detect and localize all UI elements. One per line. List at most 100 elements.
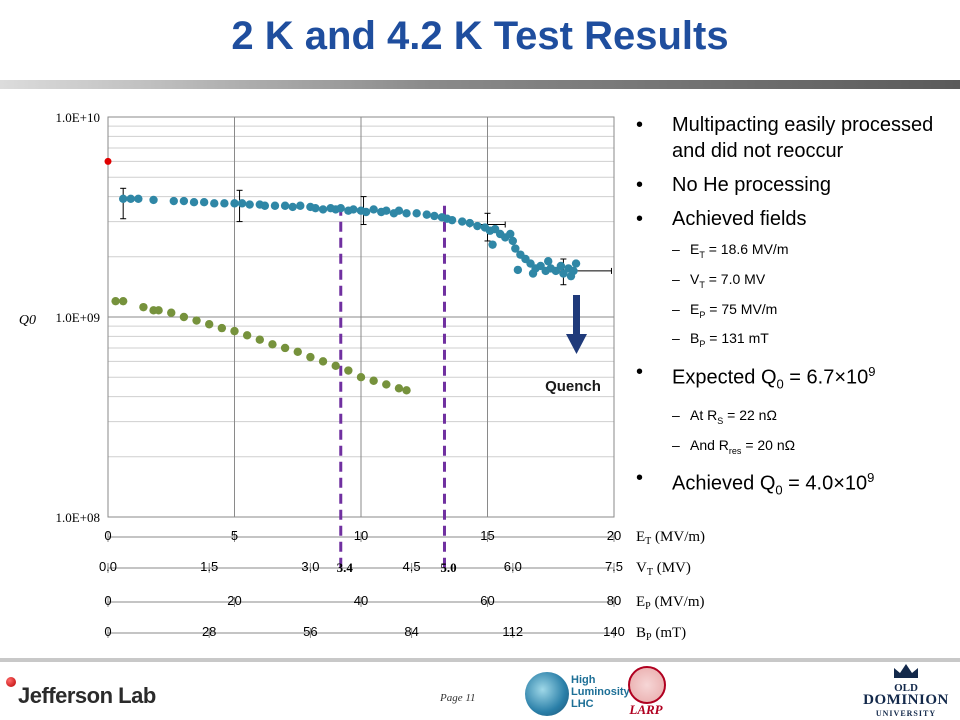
data-point-2k [508, 236, 517, 246]
data-point-2k [488, 240, 497, 249]
bullet-list: Multipacting easily processed and did no… [634, 112, 954, 512]
data-point-2k [311, 203, 320, 213]
axis-bp-label: BP (mT) [636, 625, 686, 643]
marker-value-label: 3.4 [337, 560, 354, 575]
axis-vt-tick-label: 0.0 [99, 559, 117, 574]
axis-bp-tick-label: 140 [603, 624, 625, 639]
data-point-2k [458, 217, 467, 226]
sub-rs: At RS = 22 nΩ [634, 406, 954, 430]
bullet-achieved-fields: Achieved fields [634, 206, 954, 232]
data-point-4-2k [344, 366, 353, 375]
marker-value-label: 5.0 [440, 560, 456, 575]
page-number: Page 11 [440, 692, 476, 704]
data-point-2k [513, 265, 523, 275]
data-point-2k [179, 196, 189, 206]
slide-title: 2 K and 4.2 K Test Results [231, 14, 729, 58]
axis-bp-tick-label: 28 [202, 624, 216, 639]
data-point-2k [528, 269, 538, 278]
data-point-2k [134, 194, 143, 203]
sub-bp: BP = 131 mT [634, 329, 954, 353]
axis-et-label: ET (MV/m) [636, 529, 705, 547]
axis-bp-tick-label: 0 [104, 624, 111, 639]
crown-icon [894, 664, 918, 678]
axis-vt-tick-label: 4.5 [403, 559, 421, 574]
data-point-2k [430, 211, 439, 221]
data-point-2k [422, 210, 431, 219]
hl-lhc-globe-icon [525, 672, 569, 716]
data-point-2k [571, 259, 581, 268]
data-point-4-2k [293, 347, 302, 356]
data-point-4-2k [331, 361, 340, 371]
axis-et-tick-label: 0 [104, 528, 111, 543]
data-point-2k [169, 196, 178, 206]
y-tick-label: 1.0E+09 [55, 310, 100, 325]
sub-ep: EP = 75 MV/m [634, 300, 954, 324]
axis-bp-tick-label: 112 [502, 624, 523, 639]
axis-ep-tick-label: 60 [480, 593, 494, 608]
quench-arrow-head [566, 334, 587, 354]
data-point-4-2k [242, 331, 252, 340]
data-point-2k [288, 202, 297, 212]
bullet-multipacting: Multipacting easily processed and did no… [634, 112, 954, 164]
axis-vt-tick-label: 1.5 [200, 559, 218, 574]
data-point-2k [189, 197, 199, 207]
data-point-4-2k [167, 308, 176, 317]
data-point-4-2k [118, 296, 128, 306]
data-point-2k [336, 203, 345, 213]
data-point-2k [447, 215, 457, 225]
axis-ep-tick-label: 40 [354, 593, 368, 608]
data-point-2k [220, 199, 229, 208]
data-point-2k [280, 201, 290, 210]
sub-vt: VT = 7.0 MV [634, 270, 954, 294]
data-point-2k [559, 269, 568, 278]
data-point-2k [544, 257, 553, 266]
plot-frame [107, 116, 615, 518]
data-point-red [104, 157, 112, 165]
data-point-4-2k [268, 340, 277, 349]
data-point-4-2k [402, 386, 411, 395]
axis-vt-tick-label: 7.5 [605, 559, 623, 574]
jefferson-lab-logo: Jefferson Lab [6, 677, 156, 709]
larp-logo: LARP [624, 662, 668, 718]
data-point-2k [349, 205, 358, 214]
axis-et-tick-label: 10 [354, 528, 368, 543]
data-point-4-2k [192, 316, 201, 325]
y-tick-label: 1.0E+10 [55, 110, 100, 125]
y-tick-label: 1.0E+08 [55, 510, 100, 525]
bullet-achieved-q0: Achieved Q0 = 4.0×109 [634, 465, 954, 504]
axis-vt-tick-label: 3.0 [301, 559, 319, 574]
data-point-2k [566, 271, 576, 281]
bullet-no-he: No He processing [634, 172, 954, 198]
axis-et-tick-label: 15 [480, 528, 494, 543]
data-point-2k [506, 229, 515, 239]
bullet-expected-q0: Expected Q0 = 6.7×109 [634, 359, 954, 398]
sub-rres: And Rres = 20 nΩ [634, 436, 954, 460]
data-point-2k [245, 200, 254, 209]
data-point-4-2k [306, 352, 315, 362]
data-point-2k [394, 206, 404, 215]
data-point-4-2k [318, 357, 328, 366]
data-point-2k [210, 199, 219, 208]
sub-et: ET = 18.6 MV/m [634, 240, 954, 264]
data-point-4-2k [139, 302, 148, 312]
data-point-2k [270, 201, 280, 210]
data-point-2k [382, 206, 391, 215]
data-point-2k [473, 221, 482, 231]
quench-label: Quench [545, 378, 601, 395]
axis-ep-label: EP (MV/m) [636, 594, 704, 612]
data-point-2k [465, 218, 474, 228]
title-divider [0, 80, 960, 89]
jlab-dot-icon [6, 677, 16, 687]
data-point-2k [412, 209, 421, 218]
larp-emblem-icon [628, 666, 666, 704]
data-point-4-2k [255, 335, 264, 344]
data-point-4-2k [111, 296, 120, 306]
axis-vt-label: VT (MV) [636, 560, 691, 578]
data-point-2k [199, 197, 209, 207]
axis-bp-tick-label: 84 [404, 624, 418, 639]
axis-et-tick-label: 5 [231, 528, 238, 543]
data-point-4-2k [179, 312, 189, 322]
footer-divider [0, 658, 960, 662]
axis-ep-tick-label: 20 [227, 593, 241, 608]
